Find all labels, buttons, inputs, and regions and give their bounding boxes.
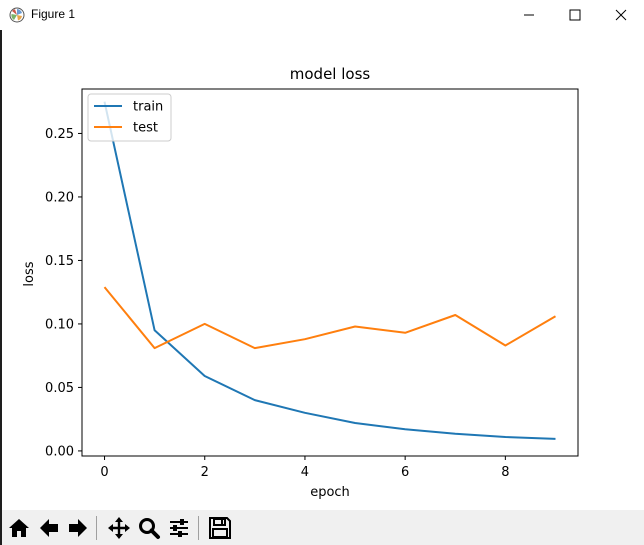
arrow-left-icon — [40, 519, 58, 537]
y-tick-label: 0.20 — [45, 190, 74, 205]
magnifier-icon — [139, 518, 160, 539]
maximize-icon — [569, 9, 581, 21]
x-tick-label: 0 — [100, 465, 108, 480]
toolbar-separator — [198, 516, 199, 540]
sliders-icon — [170, 519, 188, 537]
y-tick-label: 0.25 — [45, 127, 74, 142]
window-title: Figure 1 — [31, 7, 76, 21]
maximize-button[interactable] — [552, 0, 598, 30]
x-tick-label: 8 — [501, 465, 509, 480]
close-button[interactable] — [598, 0, 644, 30]
y-tick-label: 0.10 — [45, 317, 74, 332]
forward-button[interactable] — [64, 514, 92, 542]
save-button[interactable] — [206, 514, 234, 542]
minimize-icon — [524, 14, 534, 16]
x-axis-label: epoch — [310, 485, 350, 500]
y-axis-label: loss — [22, 261, 37, 286]
back-button[interactable] — [35, 514, 63, 542]
arrow-right-icon — [69, 519, 87, 537]
zoom-button[interactable] — [135, 514, 163, 542]
chart-title: model loss — [290, 65, 371, 83]
toolbar-separator — [96, 516, 97, 540]
legend-label-train: train — [133, 100, 163, 115]
series-line-train — [103, 101, 556, 440]
home-button[interactable] — [5, 514, 33, 542]
y-tick-label: 0.15 — [45, 254, 74, 269]
close-icon — [615, 9, 627, 21]
home-icon — [9, 519, 29, 537]
loss-chart: model loss 0 2 4 6 8 0.00 0.05 0.10 0.15 0.20 0.2… — [22, 65, 579, 500]
x-tick-label: 2 — [201, 465, 209, 480]
y-tick-label: 0.05 — [45, 381, 74, 396]
floppy-icon — [209, 517, 231, 539]
move-icon — [108, 517, 130, 539]
x-tick-label: 4 — [301, 465, 309, 480]
title-bar[interactable]: Figure 1 — [0, 0, 644, 30]
y-tick-label: 0.00 — [45, 444, 74, 459]
figure-canvas[interactable]: model loss 0 2 4 6 8 0.00 0.05 0.10 0.15 0.20 0.2… — [0, 30, 644, 510]
matplotlib-icon — [8, 6, 26, 24]
plot-area-frame — [81, 88, 579, 457]
window-edge — [0, 30, 2, 545]
legend-label-test: test — [133, 121, 158, 136]
minimize-button[interactable] — [506, 0, 552, 30]
x-tick-label: 6 — [401, 465, 409, 480]
legend: train test — [87, 93, 172, 142]
configure-subplots-button[interactable] — [165, 514, 193, 542]
navigation-toolbar — [0, 510, 644, 545]
pan-button[interactable] — [105, 514, 133, 542]
series-line-test — [103, 286, 557, 350]
